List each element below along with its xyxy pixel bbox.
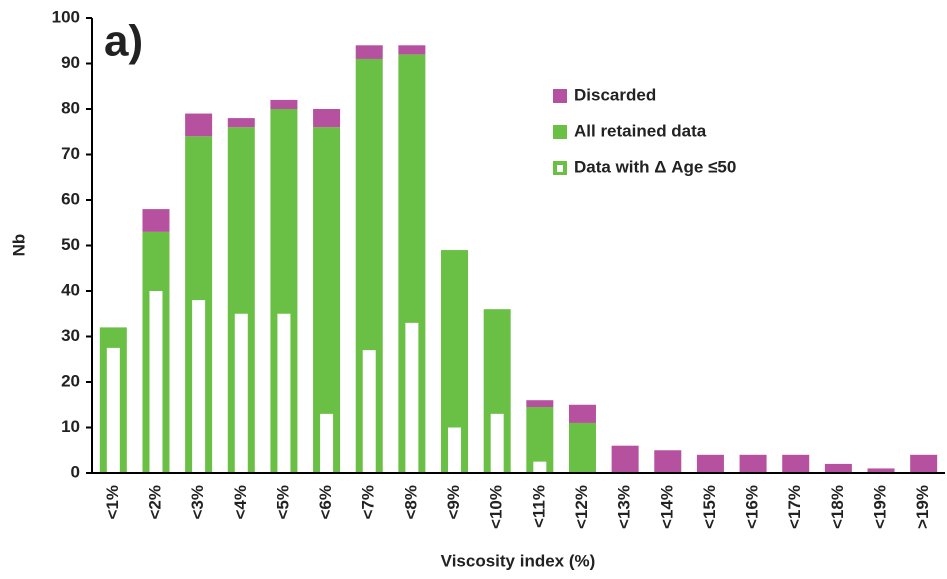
y-axis-label: Nb	[9, 234, 28, 257]
bar-segment	[185, 113, 213, 137]
x-tick-label: <18%	[828, 485, 847, 529]
x-tick-label: <11%	[529, 485, 548, 528]
x-tick-label: <2%	[145, 485, 164, 520]
bar-inner	[362, 350, 376, 473]
legend-swatch	[553, 89, 567, 103]
y-tick-label: 80	[61, 98, 80, 117]
bar-segment	[142, 209, 170, 232]
bar-segment	[313, 109, 341, 128]
x-tick-label: <3%	[188, 485, 207, 520]
x-tick-label: >19%	[913, 485, 932, 529]
y-tick-label: 10	[61, 417, 80, 436]
bar-segment	[227, 118, 255, 128]
x-tick-label: <15%	[700, 485, 719, 529]
bar-segment	[910, 454, 938, 473]
bar-inner	[106, 347, 120, 473]
legend-label: Data with Δ Age ≤50	[574, 157, 736, 176]
y-tick-label: 40	[61, 280, 80, 299]
bar-inner	[192, 300, 206, 473]
x-tick-label: <13%	[615, 485, 634, 529]
bar-segment	[739, 454, 767, 473]
x-tick-label: <9%	[444, 485, 463, 520]
bar-segment	[654, 450, 682, 473]
x-tick-label: <5%	[273, 485, 292, 520]
x-tick-label: <12%	[572, 485, 591, 529]
x-tick-label: <1%	[103, 485, 122, 520]
x-tick-label: <4%	[231, 485, 250, 520]
x-tick-label: <8%	[401, 485, 420, 520]
x-tick-label: <17%	[785, 485, 804, 529]
bar-inner	[277, 313, 291, 473]
bar-segment	[611, 445, 639, 473]
legend-swatch	[553, 125, 567, 139]
y-tick-label: 70	[61, 144, 80, 163]
bar-inner	[149, 291, 163, 473]
bar-segment	[355, 45, 383, 59]
y-tick-label: 30	[61, 326, 80, 345]
y-tick-label: 50	[61, 235, 80, 254]
bar-segment	[568, 404, 596, 423]
x-tick-label: <7%	[359, 485, 378, 520]
x-tick-label: <16%	[743, 485, 762, 529]
bar-segment	[867, 468, 895, 473]
bar-segment	[526, 400, 554, 408]
x-tick-label: <6%	[316, 485, 335, 520]
bar-inner	[448, 427, 462, 473]
bar-inner	[405, 322, 419, 473]
legend-label: All retained data	[574, 121, 707, 140]
bar-inner	[320, 413, 334, 473]
bar-segment	[398, 45, 426, 55]
y-tick-label: 100	[52, 7, 80, 26]
bar-inner	[533, 461, 547, 473]
x-tick-label: <14%	[657, 485, 676, 529]
bar-inner	[490, 413, 504, 473]
x-tick-label: <19%	[871, 485, 890, 529]
bar-segment	[824, 463, 852, 473]
y-tick-label: 60	[61, 189, 80, 208]
bar-segment	[696, 454, 724, 473]
legend-label: Discarded	[574, 85, 656, 104]
legend-swatch-inner	[557, 165, 563, 172]
x-tick-label: <10%	[487, 485, 506, 529]
bar-segment	[270, 99, 298, 109]
bar-segment	[568, 422, 596, 473]
chart-title: a)	[104, 17, 143, 66]
y-tick-label: 0	[71, 462, 80, 481]
y-tick-label: 20	[61, 371, 80, 390]
bar-segment	[782, 454, 810, 473]
y-tick-label: 90	[61, 53, 80, 72]
x-axis-label: Viscosity index (%)	[441, 551, 596, 570]
bar-inner	[234, 313, 248, 473]
